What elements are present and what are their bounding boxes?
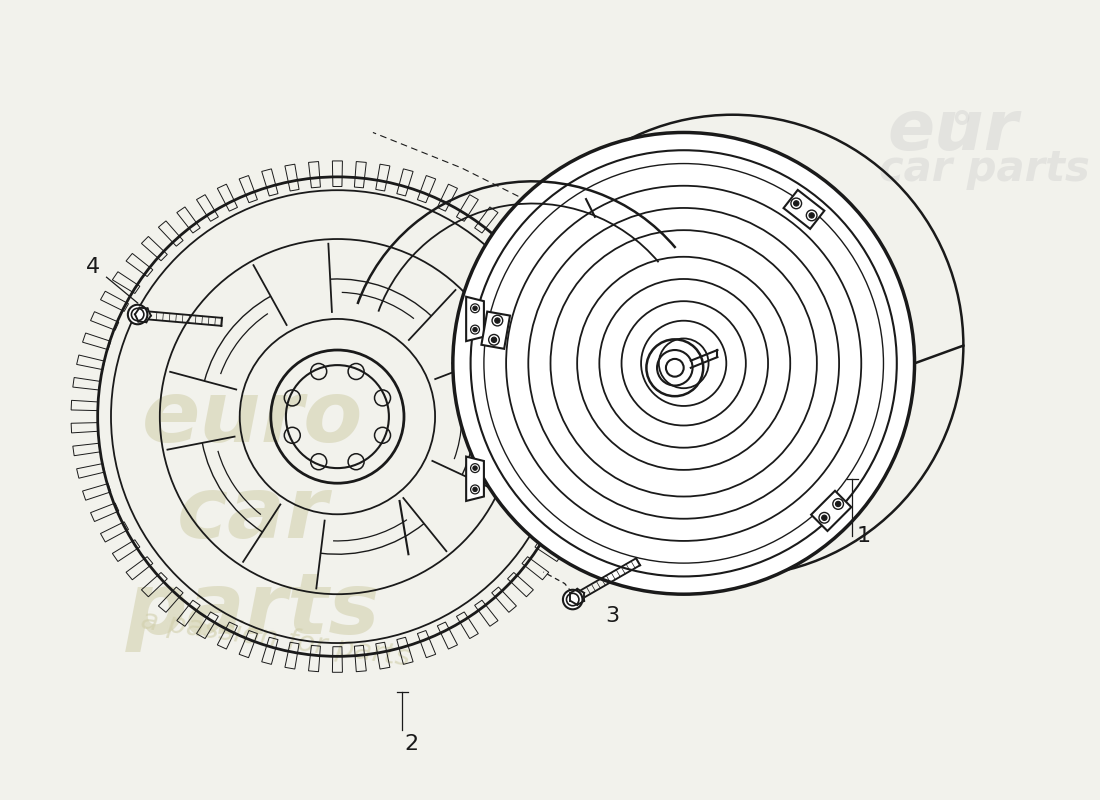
Circle shape: [473, 466, 477, 470]
Polygon shape: [783, 190, 824, 229]
Circle shape: [808, 213, 814, 218]
Circle shape: [495, 318, 500, 323]
Text: 4: 4: [86, 258, 100, 278]
Text: euro
car
parts: euro car parts: [125, 377, 381, 652]
Text: 1: 1: [857, 526, 871, 546]
Circle shape: [836, 502, 840, 506]
Circle shape: [666, 359, 684, 377]
Circle shape: [473, 327, 477, 332]
Circle shape: [793, 201, 799, 206]
Circle shape: [563, 590, 583, 610]
Circle shape: [566, 594, 579, 606]
Text: eur: eur: [888, 97, 1019, 164]
Circle shape: [453, 133, 914, 594]
Circle shape: [473, 306, 477, 310]
Text: 2: 2: [404, 734, 418, 754]
Text: car parts: car parts: [879, 149, 1090, 190]
Polygon shape: [482, 311, 510, 349]
Polygon shape: [466, 457, 484, 501]
Polygon shape: [811, 490, 851, 531]
Circle shape: [492, 337, 497, 342]
Polygon shape: [466, 297, 484, 341]
Circle shape: [128, 305, 147, 324]
Circle shape: [473, 487, 477, 492]
Text: °: °: [950, 110, 972, 154]
Text: 3: 3: [606, 606, 619, 626]
Circle shape: [131, 308, 144, 321]
Text: a passion for parts: a passion for parts: [139, 606, 411, 671]
Circle shape: [822, 515, 827, 521]
